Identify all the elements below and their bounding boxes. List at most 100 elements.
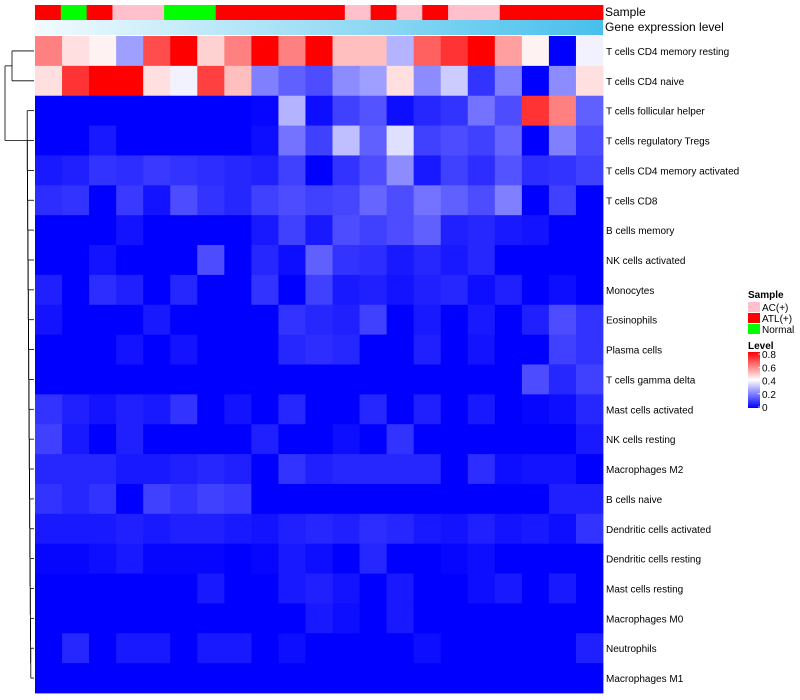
heatmap-cell (89, 185, 117, 216)
heatmap-cell (197, 424, 225, 455)
heatmap-cell (305, 274, 333, 306)
heatmap-cell (170, 663, 198, 694)
heatmap-cell (521, 454, 550, 485)
heatmap-cell (467, 483, 496, 515)
heatmap-cell (89, 513, 117, 545)
legend-level-tick: 0 (762, 403, 768, 414)
heatmap-cell (116, 454, 144, 485)
heatmap-cell (332, 36, 360, 67)
heatmap-cell (143, 65, 171, 97)
heatmap-cell (548, 454, 577, 485)
heatmap-cell (170, 543, 198, 574)
heatmap-cell (251, 304, 279, 336)
heatmap-cell (35, 513, 63, 545)
heatmap-cell (305, 633, 333, 664)
heatmap-cell (35, 36, 63, 67)
heatmap-cell (89, 334, 117, 365)
heatmap-cell (332, 633, 360, 664)
heatmap-cell (359, 633, 388, 664)
heatmap-cell (548, 155, 577, 186)
heatmap-cell (386, 36, 415, 67)
heatmap-cell (224, 424, 252, 455)
heatmap-cell (359, 215, 388, 246)
heatmap-cell (251, 215, 279, 246)
sample-track-cell (577, 5, 604, 20)
heatmap-cell (116, 364, 144, 395)
legend-level-tick: 0.4 (762, 377, 776, 388)
heatmap-cell (332, 274, 360, 306)
heatmap-cell (521, 245, 550, 276)
heatmap-cell (332, 454, 360, 485)
heatmap-cell (251, 334, 279, 365)
heatmap-cell (494, 364, 523, 395)
heatmap-cell (35, 65, 63, 97)
heatmap-cell (548, 573, 577, 604)
heatmap-cell (62, 95, 90, 126)
heatmap-cell (413, 125, 442, 156)
heatmap-cell (332, 304, 360, 336)
heatmap-cell (170, 483, 198, 515)
heatmap-cell (224, 454, 252, 485)
heatmap-cell (548, 334, 577, 365)
heatmap-cell (224, 483, 252, 515)
heatmap-cell (494, 36, 523, 67)
heatmap-cell (89, 663, 117, 694)
heatmap-cell (386, 65, 415, 97)
heatmap-cell (305, 304, 333, 336)
heatmap-cell (62, 424, 90, 455)
heatmap-cell (143, 36, 171, 67)
row-label: Mast cells resting (606, 584, 683, 595)
heatmap-cell (548, 215, 577, 246)
heatmap-cell (62, 454, 90, 485)
heatmap-cell (386, 663, 415, 694)
heatmap-cell (521, 573, 550, 604)
heatmap-cell (170, 424, 198, 455)
heatmap-cell (197, 603, 225, 634)
row-dendrogram (4, 50, 34, 679)
legend-level-tick: 0.8 (762, 350, 776, 361)
heatmap-cell (170, 155, 198, 186)
heatmap-cell (62, 304, 90, 336)
heatmap-cell (224, 663, 252, 694)
heatmap-cell (575, 663, 604, 694)
heatmap-cell (278, 245, 306, 276)
sample-track-cell (293, 5, 320, 20)
heatmap-cell (386, 245, 415, 276)
heatmap-cell (116, 36, 144, 67)
heatmap-cell (251, 185, 279, 216)
sample-track-cell (112, 5, 139, 20)
heatmap-cell (386, 95, 415, 126)
heatmap-cell (440, 483, 469, 515)
heatmap-cell (521, 483, 550, 515)
heatmap-cell (305, 424, 333, 455)
heatmap-cell (440, 36, 469, 67)
heatmap-cell (224, 543, 252, 574)
row-label: Dendritic cells resting (606, 555, 701, 566)
heatmap-cell (35, 603, 63, 634)
heatmap-cell (143, 155, 171, 186)
row-label: T cells CD8 (606, 196, 658, 207)
heatmap-cell (413, 364, 442, 395)
legend-sample-title: Sample (748, 290, 784, 301)
heatmap-cell (575, 155, 604, 186)
heatmap-cell (143, 603, 171, 634)
heatmap-cell (359, 394, 388, 425)
heatmap-cell (467, 304, 496, 336)
heatmap-cell (413, 95, 442, 126)
heatmap-cell (332, 65, 360, 97)
heatmap-cell (440, 633, 469, 664)
heatmap-cell (62, 274, 90, 306)
heatmap-cell (224, 334, 252, 365)
heatmap-cell (305, 245, 333, 276)
heatmap-cell (62, 155, 90, 186)
heatmap-cell (143, 424, 171, 455)
heatmap-cell (305, 394, 333, 425)
heatmap-cell (224, 603, 252, 634)
heatmap-cell (440, 125, 469, 156)
heatmap-cell (143, 543, 171, 574)
heatmap-cell (494, 185, 523, 216)
heatmap-cell (575, 304, 604, 336)
heatmap-cell (359, 245, 388, 276)
heatmap-cell (305, 155, 333, 186)
heatmap-cell (413, 334, 442, 365)
